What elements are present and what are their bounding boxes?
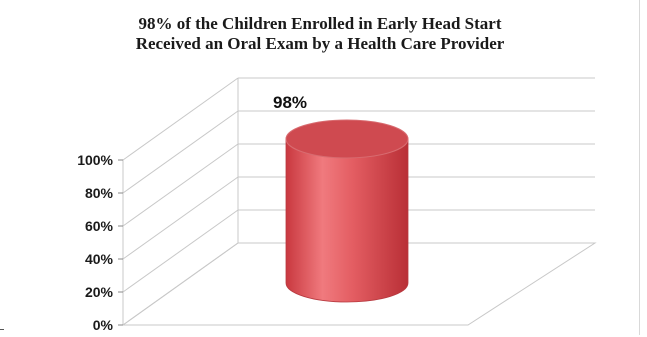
bar-cylinder [285,119,409,303]
y-tick-label: 100% [77,152,113,168]
y-axis: 0% 20% 40% 60% 80% 100% [77,152,113,333]
bar-series: 98% [273,93,409,303]
y-tick-label: 0% [93,317,114,333]
chart-title-line-1: 98% of the Children Enrolled in Early He… [138,14,502,33]
y-tick-label: 60% [85,218,114,234]
gridline-side [122,110,239,194]
y-tick-label: 80% [85,185,114,201]
gridline-side [122,209,239,293]
gridline-side [122,77,239,161]
chart-title-line-2: Received an Oral Exam by a Health Care P… [135,34,505,53]
gridline-side [122,176,239,260]
bar-top [285,119,409,159]
y-tick-label: 20% [85,284,114,300]
data-label: 98% [273,93,307,112]
gridline-side [122,143,239,227]
bar-body [285,138,409,303]
chart-title: 98% of the Children Enrolled in Early He… [60,14,580,54]
corner-mark [0,329,4,330]
gridline-side [122,242,239,326]
y-tick-label: 40% [85,251,114,267]
